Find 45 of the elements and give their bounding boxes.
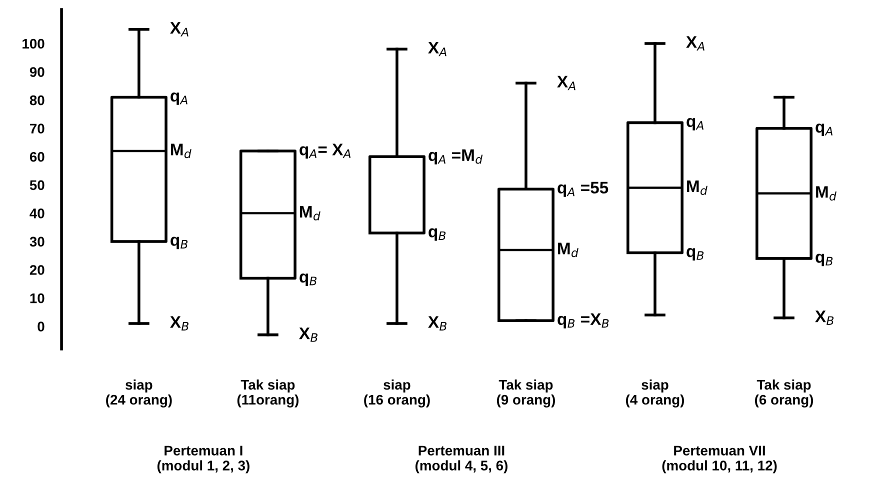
annotation: q$_{A}$	[816, 124, 832, 136]
annotation: M$_{d}$	[558, 242, 578, 258]
annotation: q$_{B}$	[686, 248, 704, 260]
y-tick-label: 90	[30, 67, 44, 77]
text: Pertemuan III (modul 4, 5, 6)	[415, 446, 508, 474]
annotation: q$_{B}$ =X$_{B}$	[558, 313, 609, 328]
annotation: q$_{A}$= X$_{A}$	[300, 144, 351, 159]
y-tick-label: 100	[22, 38, 44, 49]
annotation: q$_{B}$	[170, 236, 188, 250]
annotation: q$_{B}$	[428, 228, 446, 241]
x-tick-label: siap (24 orang)	[106, 379, 172, 408]
text: Pertemuan VII (modul 10, 11, 12)	[662, 446, 777, 474]
annotation: q$_{A}$	[170, 92, 188, 105]
annotation: q$_{A}$ =55	[558, 182, 608, 197]
annotation: X$_{B}$	[428, 316, 446, 330]
annotation: X$_{A}$	[557, 76, 576, 90]
annotation: X$_{A}$	[686, 36, 704, 51]
y-tick-label: 80	[30, 95, 44, 106]
annotation: X$_{B}$	[299, 328, 318, 342]
y-tick-label: 10	[30, 293, 44, 304]
annotation: M$_{d}$	[171, 144, 192, 158]
y-tick-label: 20	[30, 265, 44, 275]
y-tick-label: 50	[30, 180, 44, 190]
x-tick-label: Tak siap (11orang)	[237, 379, 299, 408]
annotation: q$_{B}$	[816, 254, 833, 266]
annotation: M$_{d}$	[300, 206, 320, 220]
x-tick-label: siap (4 orang)	[626, 379, 684, 408]
annotation: X$_{B}$	[815, 310, 834, 325]
x-tick-label: siap (16 orang)	[364, 379, 430, 408]
y-tick-label: 70	[30, 124, 44, 134]
y-tick-label: 30	[30, 236, 44, 247]
text: Pertemuan I (modul 1, 2, 3)	[157, 446, 250, 474]
annotation: q$_{A}$ =M$_{d}$	[428, 149, 483, 164]
annotation: X$_{A}$	[428, 42, 446, 56]
annotation: X$_{B}$	[170, 316, 188, 330]
annotation: q$_{A}$	[686, 118, 704, 130]
x-tick-label: Tak siap (6 orang)	[755, 379, 814, 408]
y-tick-label: 60	[30, 152, 44, 162]
y-tick-label: 40	[30, 208, 44, 218]
annotation: q$_{B}$	[300, 274, 317, 286]
y-tick-label: 0	[38, 322, 44, 332]
annotation: M$_{d}$	[816, 186, 836, 201]
annotation: M$_{d}$	[687, 180, 708, 195]
annotation: X$_{A}$	[170, 22, 188, 36]
x-tick-label: Tak siap (9 orang)	[496, 379, 555, 408]
